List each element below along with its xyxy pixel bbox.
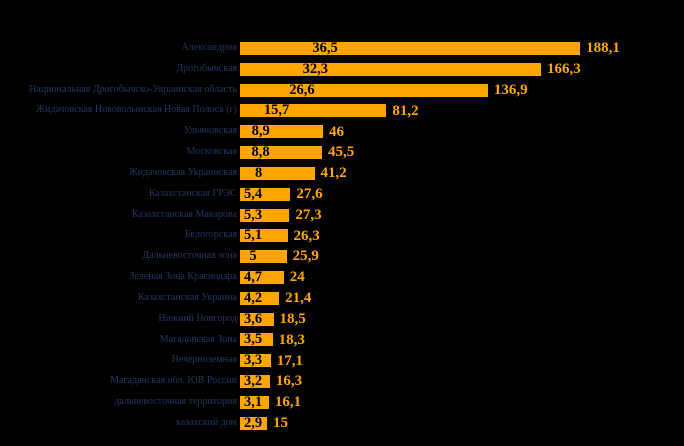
category-label: Александрия <box>181 42 237 53</box>
bar: 36,5 <box>240 39 581 56</box>
bar-value-inside: 5,4 <box>243 185 263 202</box>
chart-row: Национальная Дрогобычско-Украинская обла… <box>0 80 684 101</box>
bar-value-inside: 36,5 <box>312 39 338 56</box>
bar: 4,7 <box>240 269 284 285</box>
category-label: Жидачовская Украинская <box>128 166 237 178</box>
bar-value-inside: 4,2 <box>243 289 263 306</box>
category-label: Казахстанская Макарова <box>132 208 237 220</box>
chart-row: Магаданская обл. ЮВ России 3,2 16,3 <box>0 371 684 392</box>
category-label: Национальная Дрогобычско-Украинская обла… <box>29 83 237 95</box>
bar-value-inside: 32,3 <box>302 60 328 77</box>
chart-row: Жидачовская Украинская 8 41,2 <box>0 163 684 184</box>
category-label: Казахстанская ГРЭС <box>148 187 237 199</box>
bar: 5 <box>240 248 287 265</box>
bar-value-outside: 18,3 <box>278 331 305 348</box>
bar: 3,1 <box>240 393 269 410</box>
bar-value-outside: 188,1 <box>586 40 620 57</box>
chart-row: Магаданская Зона 3,5 18,3 <box>0 330 684 351</box>
category-label: дальневосточная территория <box>114 396 237 408</box>
category-label: Магаданская Зона <box>159 333 237 345</box>
chart-row: Белогорская 5,1 26,3 <box>0 225 684 246</box>
bar-value-outside: 45,5 <box>328 144 355 161</box>
bar-value-inside: 5,3 <box>243 206 263 223</box>
chart-row: дальневосточная территория 3,1 16,1 <box>0 392 684 413</box>
bar-value-outside: 16,3 <box>275 373 303 390</box>
chart-row: Казахстанская Макарова 5,3 27,3 <box>0 205 684 226</box>
bar-value-outside: 136,9 <box>493 81 528 98</box>
bar: 26,6 <box>240 81 488 98</box>
category-label: казахский дом <box>176 416 237 428</box>
bar-value-outside: 15 <box>273 415 289 432</box>
chart-row: Московская 8,8 45,5 <box>0 142 684 163</box>
chart-row: казахский дом 2,9 15 <box>0 413 684 434</box>
bar-value-inside: 26,6 <box>289 81 315 98</box>
bar: 5,1 <box>240 227 288 244</box>
chart-row: Александрия 36,5 188,1 <box>0 38 684 59</box>
bar: 32,3 <box>240 60 542 77</box>
bar: 15,7 <box>240 102 387 119</box>
bar-value-inside: 3,1 <box>243 393 263 410</box>
bar: 8,9 <box>240 123 323 140</box>
bar-value-outside: 17,1 <box>276 352 303 369</box>
bar-value-inside: 3,2 <box>243 373 263 390</box>
bar-value-outside: 41,2 <box>320 165 347 182</box>
bar-chart-rows: Александрия 36,5 188,1 Дрогобычская 32,3 166,… <box>0 38 684 434</box>
category-label: Казахстанская Украина <box>137 291 237 303</box>
bar-value-outside: 166,3 <box>547 61 581 78</box>
chart-row: Казахстанская ГРЭС 5,4 27,6 <box>0 184 684 205</box>
bar: 5,4 <box>240 185 291 202</box>
bar: 8 <box>240 164 315 181</box>
chart-row: Ульяновская 8,9 46 <box>0 121 684 142</box>
bar-value-outside: 24 <box>289 269 305 286</box>
bar: 3,2 <box>240 373 270 390</box>
chart-row: Дальневосточная зона 5 25,9 <box>0 246 684 267</box>
bar-value-outside: 21,4 <box>285 290 312 307</box>
chart-row: Нечерноземная 3,3 17,1 <box>0 350 684 371</box>
bar-value-inside: 3,6 <box>243 310 263 327</box>
chart-row: Казахстанская Украина 4,2 21,4 <box>0 288 684 309</box>
bar-value-outside: 27,6 <box>296 185 323 202</box>
bar-value-inside: 15,7 <box>263 102 290 119</box>
bar-value-inside: 8,9 <box>251 123 270 140</box>
category-label: Дальневосточная зона <box>142 250 237 262</box>
bar: 3,6 <box>240 310 274 327</box>
bar: 5,3 <box>240 206 290 223</box>
category-label: Магаданская обл. ЮВ России <box>110 375 237 387</box>
category-label: Белогорская <box>184 229 237 241</box>
chart-row: Зеленая Зона Краснодара 4,7 24 <box>0 267 684 288</box>
bar-value-inside: 3,3 <box>243 352 263 369</box>
category-label: Нижний Новгород <box>158 312 237 324</box>
category-label: Московская <box>186 146 237 158</box>
bar-value-inside: 3,5 <box>243 331 263 348</box>
bar-value-outside: 26,3 <box>293 227 320 244</box>
category-label: Дрогобычская <box>176 62 237 74</box>
chart-row: Нижний Новгород 3,6 18,5 <box>0 309 684 330</box>
bar-value-inside: 2,9 <box>243 414 263 431</box>
bar: 3,3 <box>240 352 271 369</box>
category-label: Нечерноземная <box>171 354 237 366</box>
bar-value-inside: 4,7 <box>243 269 263 285</box>
bar-value-inside: 5,1 <box>243 227 263 244</box>
bar-value-outside: 46 <box>328 123 344 140</box>
bar-value-inside: 5 <box>249 248 257 265</box>
category-label: Жидачовская Нововолынская Новая Полоса (… <box>36 104 237 116</box>
bar: 3,5 <box>240 331 273 348</box>
bar: 4,2 <box>240 289 280 306</box>
bar: 8,8 <box>240 144 323 161</box>
bar-value-outside: 81,2 <box>392 102 419 119</box>
chart-row: Дрогобычская 32,3 166,3 <box>0 59 684 80</box>
bar-value-outside: 25,9 <box>292 248 319 265</box>
bar-value-inside: 8 <box>255 164 263 181</box>
bar-value-outside: 18,5 <box>279 310 306 327</box>
bar-value-outside: 27,3 <box>295 206 322 223</box>
category-label: Зеленая Зона Краснодара <box>129 271 237 283</box>
bar-value-outside: 16,1 <box>274 394 302 411</box>
category-label: Ульяновская <box>183 125 237 137</box>
bar-value-inside: 8,8 <box>251 144 270 161</box>
chart-row: Жидачовская Нововолынская Новая Полоса (… <box>0 100 684 121</box>
bar: 2,9 <box>240 414 268 431</box>
